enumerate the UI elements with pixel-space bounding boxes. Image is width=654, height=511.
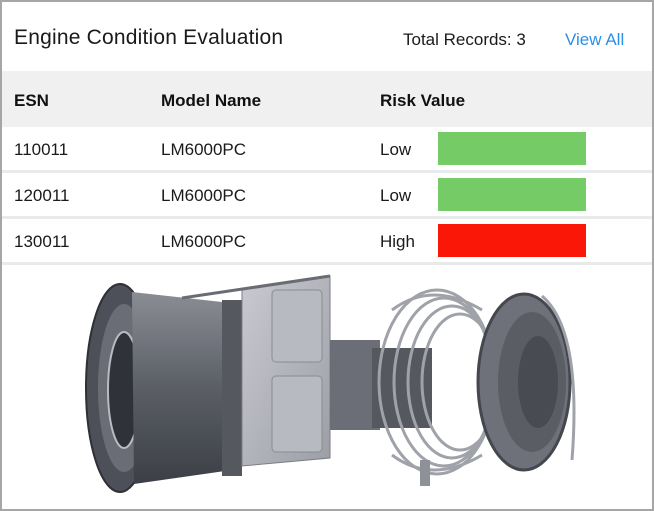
- column-header-risk-value: Risk Value: [380, 91, 466, 110]
- risk-bar-low: [438, 132, 586, 165]
- view-all-link[interactable]: View All: [565, 30, 625, 49]
- column-header-model-name: Model Name: [161, 91, 262, 110]
- row-divider: [2, 216, 652, 219]
- table-header: ESN Model Name Risk Value: [2, 71, 652, 127]
- table-row[interactable]: 120011 LM6000PC Low: [2, 173, 652, 216]
- risk-cell: High: [380, 232, 415, 251]
- model-cell: LM6000PC: [161, 140, 247, 159]
- total-records: Total Records: 3: [403, 30, 526, 49]
- column-header-esn: ESN: [14, 91, 49, 110]
- row-divider: [2, 262, 652, 265]
- risk-bar-low: [438, 178, 586, 211]
- risk-bar-high: [438, 224, 586, 257]
- card-title: Engine Condition Evaluation: [14, 26, 284, 49]
- table-row[interactable]: 110011 LM6000PC Low: [2, 127, 652, 170]
- model-cell: LM6000PC: [161, 232, 247, 251]
- gas-turbine-engine-icon: [85, 274, 576, 493]
- risk-cell: Low: [380, 140, 412, 159]
- table-row[interactable]: 130011 LM6000PC High: [2, 219, 652, 262]
- card-header: Engine Condition Evaluation Total Record…: [2, 2, 652, 71]
- model-cell: LM6000PC: [161, 186, 247, 205]
- esn-cell: 110011: [14, 140, 69, 159]
- row-divider: [2, 170, 652, 173]
- risk-cell: Low: [380, 186, 412, 205]
- esn-cell: 120011: [14, 186, 70, 205]
- esn-cell: 130011: [14, 232, 70, 251]
